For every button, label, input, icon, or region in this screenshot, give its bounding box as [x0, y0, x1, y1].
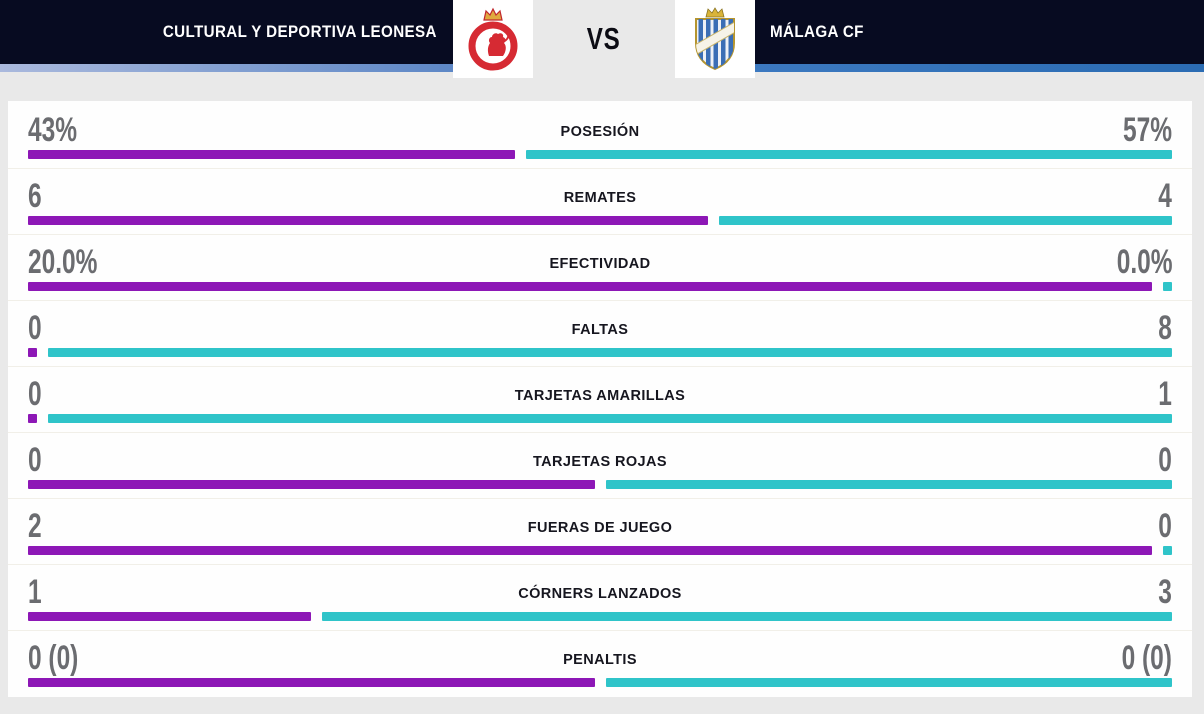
away-stat-value: 8 — [1158, 309, 1172, 347]
header-underline-left — [0, 64, 453, 72]
away-stat-bar — [605, 480, 1172, 489]
away-team-crest-icon — [695, 7, 735, 71]
home-team-crest-icon — [468, 7, 518, 71]
home-stat-value: 20.0% — [28, 243, 98, 281]
away-stat-value: 3 — [1158, 573, 1172, 611]
stat-bars — [28, 546, 1172, 555]
stat-label: EFECTIVIDAD — [549, 256, 651, 272]
away-team-block[interactable]: MÁLAGA CF — [753, 0, 1204, 64]
home-stat-bar — [28, 546, 1152, 555]
home-stat-bar — [28, 348, 38, 357]
away-stat-bar — [526, 150, 1172, 159]
home-stat-value: 0 — [28, 375, 42, 413]
stat-row: 43% POSESIÓN 57% — [8, 103, 1192, 169]
away-stat-value: 0 (0) — [1121, 639, 1172, 677]
stat-row: 0 FALTAS 8 — [8, 301, 1192, 367]
home-stat-bar — [28, 150, 516, 159]
vs-label: VS — [587, 21, 621, 56]
away-stat-bar — [1162, 546, 1172, 555]
stat-bars — [28, 282, 1172, 291]
home-stat-value: 1 — [28, 573, 42, 611]
home-team-badge[interactable] — [453, 0, 533, 78]
away-stat-value: 4 — [1158, 177, 1172, 215]
away-stat-bar — [322, 612, 1172, 621]
home-stat-value: 0 — [28, 309, 42, 347]
stat-bars — [28, 678, 1172, 687]
stat-row: 2 FUERAS DE JUEGO 0 — [8, 499, 1192, 565]
away-stat-bar — [48, 414, 1172, 423]
home-stat-bar — [28, 414, 38, 423]
home-team-block[interactable]: CULTURAL Y DEPORTIVA LEONESA — [0, 0, 453, 64]
away-stat-bar — [1162, 282, 1172, 291]
away-team-name: MÁLAGA CF — [770, 22, 864, 41]
home-stat-bar — [28, 216, 708, 225]
home-stat-value: 0 (0) — [28, 639, 79, 677]
stat-bars — [28, 216, 1172, 225]
stat-label: TARJETAS AMARILLAS — [514, 388, 686, 404]
header-underline-right — [753, 64, 1204, 72]
stat-bars — [28, 348, 1172, 357]
home-stat-value: 43% — [28, 111, 78, 149]
stat-bars — [28, 414, 1172, 423]
stat-label: TARJETAS ROJAS — [533, 454, 667, 470]
away-stat-bar — [718, 216, 1172, 225]
stat-row: 6 REMATES 4 — [8, 169, 1192, 235]
stat-label: FALTAS — [571, 322, 629, 338]
stat-row: 0 (0) PENALTIS 0 (0) — [8, 631, 1192, 696]
home-stat-bar — [28, 282, 1152, 291]
stat-label: REMATES — [563, 190, 637, 206]
match-header: CULTURAL Y DEPORTIVA LEONESA MÁLAGA CF V… — [0, 0, 1204, 78]
stat-row: 20.0% EFECTIVIDAD 0.0% — [8, 235, 1192, 301]
home-stat-bar — [28, 678, 595, 687]
stat-label: PENALTIS — [563, 652, 637, 668]
away-stat-value: 0.0% — [1116, 243, 1172, 281]
stat-row: 0 TARJETAS AMARILLAS 1 — [8, 367, 1192, 433]
home-stat-value: 2 — [28, 507, 42, 545]
away-stat-value: 57% — [1122, 111, 1172, 149]
stat-bars — [28, 480, 1172, 489]
home-stat-value: 6 — [28, 177, 42, 215]
away-stat-value: 0 — [1158, 441, 1172, 479]
stat-row: 1 CÓRNERS LANZADOS 3 — [8, 565, 1192, 631]
stat-bars — [28, 150, 1172, 159]
stat-bars — [28, 612, 1172, 621]
away-stat-value: 1 — [1158, 375, 1172, 413]
stats-panel: 43% POSESIÓN 57% 6 REMATES 4 20.0% EFECTIVIDAD 0… — [8, 101, 1192, 697]
stat-row: 0 TARJETAS ROJAS 0 — [8, 433, 1192, 499]
stat-label: CÓRNERS LANZADOS — [518, 586, 682, 602]
home-team-name: CULTURAL Y DEPORTIVA LEONESA — [162, 22, 437, 41]
stat-label: FUERAS DE JUEGO — [527, 520, 673, 536]
stat-label: POSESIÓN — [560, 124, 640, 140]
home-stat-bar — [28, 480, 595, 489]
home-stat-bar — [28, 612, 312, 621]
away-stat-value: 0 — [1158, 507, 1172, 545]
vs-separator: VS — [533, 0, 675, 78]
home-stat-value: 0 — [28, 441, 42, 479]
away-stat-bar — [48, 348, 1172, 357]
away-team-badge[interactable] — [675, 0, 755, 78]
away-stat-bar — [605, 678, 1172, 687]
